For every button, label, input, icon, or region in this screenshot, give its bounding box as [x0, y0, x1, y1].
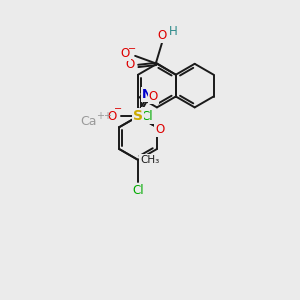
Text: H: H [169, 25, 177, 38]
Text: Cl: Cl [132, 184, 144, 197]
Text: O: O [155, 123, 164, 136]
Text: N: N [142, 108, 152, 121]
Text: Ca: Ca [80, 115, 97, 128]
Text: Cl: Cl [141, 110, 153, 123]
Text: O: O [149, 90, 158, 103]
Text: N: N [142, 88, 152, 101]
Text: O: O [108, 110, 117, 123]
Text: S: S [133, 109, 143, 123]
Text: O: O [157, 28, 167, 42]
Text: −: − [128, 44, 136, 54]
Text: −: − [114, 104, 122, 114]
Text: O: O [121, 47, 130, 60]
Text: ++: ++ [96, 111, 112, 121]
Text: O: O [126, 58, 135, 71]
Text: CH₃: CH₃ [140, 155, 160, 165]
